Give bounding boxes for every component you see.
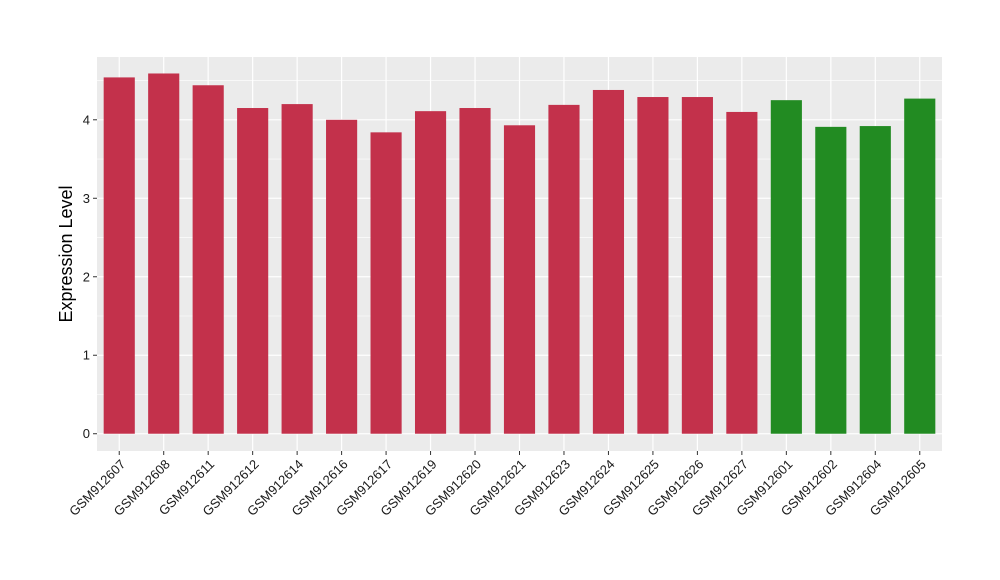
bar-gsm912627: [726, 111, 758, 434]
y-tick-label: 3: [83, 191, 90, 206]
y-tick-label: 4: [83, 112, 90, 127]
y-tick-label: 0: [83, 426, 90, 441]
bar-gsm912604: [859, 126, 891, 434]
bar-gsm912620: [459, 108, 491, 434]
bar-gsm912624: [592, 89, 625, 434]
x-axis: GSM912607GSM912608GSM912611GSM912612GSM9…: [66, 451, 929, 519]
bar-gsm912605: [904, 98, 936, 434]
y-tick-label: 2: [83, 269, 90, 284]
y-tick-label: 1: [83, 348, 90, 363]
bars: [103, 73, 936, 434]
y-axis: 0 1 2 3 4: [83, 112, 97, 441]
bar-gsm912614: [281, 104, 313, 434]
bar-gsm912616: [326, 119, 358, 434]
bar-gsm912619: [414, 111, 447, 434]
bar-gsm912617: [370, 132, 402, 434]
bar-gsm912625: [637, 97, 669, 434]
bar-gsm912623: [548, 104, 580, 434]
bar-gsm912607: [103, 77, 135, 434]
bar-gsm912608: [148, 73, 180, 434]
bar-gsm912611: [192, 85, 224, 434]
bar-gsm912601: [770, 100, 802, 434]
bar-gsm912602: [815, 126, 847, 434]
bar-gsm912612: [237, 108, 269, 434]
bar-gsm912626: [681, 97, 713, 434]
bar-gsm912621: [503, 125, 536, 434]
y-axis-title: Expression Level: [56, 185, 76, 322]
